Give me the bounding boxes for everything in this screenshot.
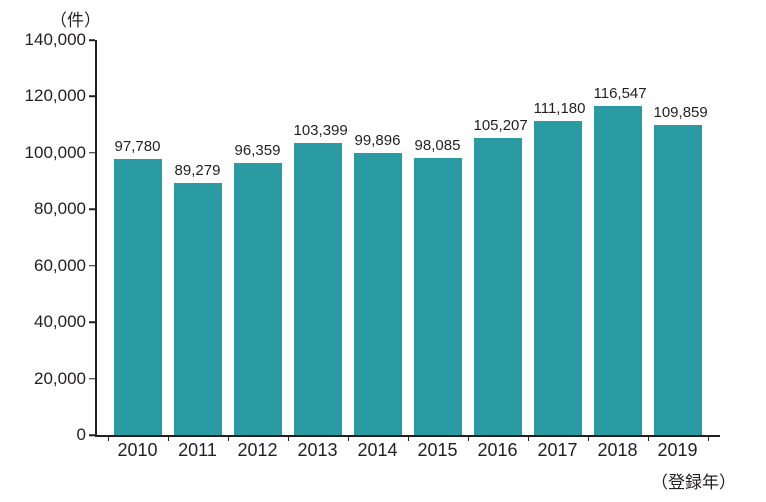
x-tick-mark [288,435,290,441]
bar-value-label: 105,207 [474,117,522,134]
x-tick-mark [528,435,530,441]
bar: 103,399 [294,143,342,435]
bar-value-label: 109,859 [654,104,702,121]
x-tick-mark [648,435,650,441]
x-tick-label: 2013 [297,440,337,461]
x-tick-label: 2010 [117,440,157,461]
bar: 98,085 [414,158,462,435]
bar: 97,780 [114,159,162,435]
bar-chart: （件） （登録年） 0 20,000 40,000 60,000 80,000 100,0… [0,0,766,502]
x-tick-mark [168,435,170,441]
y-tick-label: 100,000 [6,143,86,163]
bar: 96,359 [234,163,282,435]
bar: 89,279 [174,183,222,435]
x-tick-label: 2018 [597,440,637,461]
bar-value-label: 99,896 [354,132,402,149]
bar: 105,207 [474,138,522,435]
y-axis-unit-label: （件） [50,6,101,31]
bar-value-label: 111,180 [534,100,582,117]
x-tick-label: 2011 [178,440,217,461]
bar-value-label: 96,359 [234,142,282,159]
x-tick-mark [468,435,470,441]
x-tick-mark [108,435,110,441]
bar-value-label: 97,780 [114,138,162,155]
x-tick-label: 2017 [537,440,577,461]
x-tick-label: 2019 [657,440,697,461]
x-tick-mark [408,435,410,441]
x-tick-mark [348,435,350,441]
x-tick-mark [588,435,590,441]
x-tick-label: 2015 [417,440,457,461]
bar-value-label: 116,547 [594,85,642,102]
y-tick-label: 140,000 [6,30,86,50]
bars-container: 97,78089,27996,359103,39999,89698,085105… [95,40,720,435]
x-tick-label: 2016 [477,440,517,461]
y-tick-label: 120,000 [6,86,86,106]
x-tick-label: 2012 [237,440,277,461]
y-tick-label: 20,000 [6,369,86,389]
y-tick-label: 60,000 [6,256,86,276]
bar: 116,547 [594,106,642,435]
plot-area: 97,78089,27996,359103,39999,89698,085105… [95,40,720,435]
x-axis-unit-label: （登録年） [651,468,736,493]
y-tick-label: 40,000 [6,312,86,332]
bar: 111,180 [534,121,582,435]
bar-value-label: 98,085 [414,137,462,154]
y-tick-label: 80,000 [6,199,86,219]
bar: 99,896 [354,153,402,435]
x-tick-label: 2014 [357,440,397,461]
y-tick-label: 0 [6,425,86,445]
bar: 109,859 [654,125,702,435]
bar-value-label: 89,279 [174,162,222,179]
x-tick-mark [708,435,710,441]
bar-value-label: 103,399 [294,122,342,139]
x-tick-mark [228,435,230,441]
